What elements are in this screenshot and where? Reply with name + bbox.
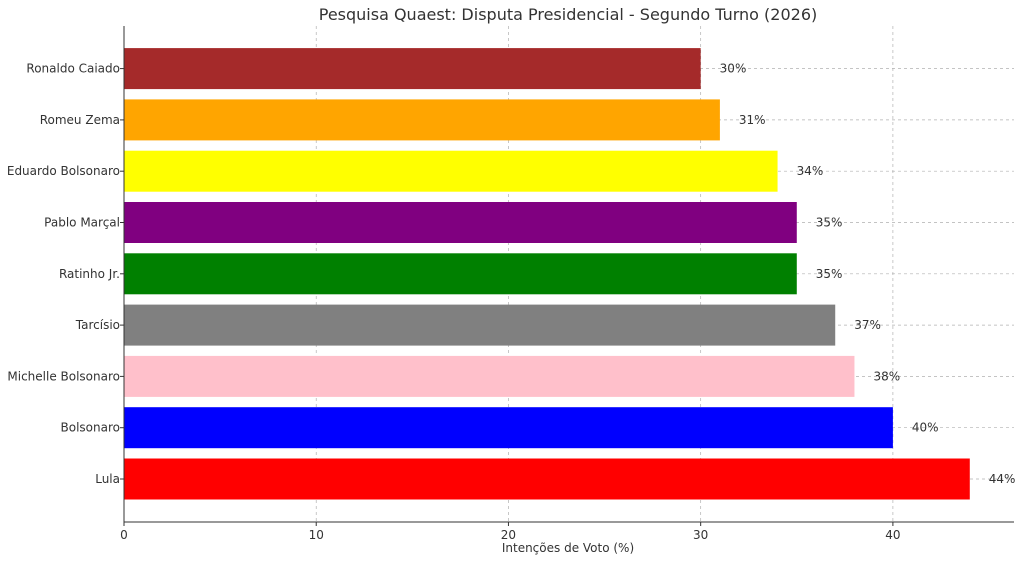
- chart-title: Pesquisa Quaest: Disputa Presidencial - …: [319, 5, 818, 24]
- data-label: 31%: [739, 113, 766, 127]
- data-label: 40%: [912, 421, 939, 435]
- bar: [124, 99, 720, 141]
- y-tick-label: Tarcísio: [75, 318, 120, 332]
- bar: [124, 304, 836, 346]
- data-label: 30%: [720, 62, 747, 76]
- bar: [124, 202, 797, 243]
- axes: Lula Bolsonaro Michelle Bolsonaro Tarcísio R…: [7, 26, 1014, 542]
- bar: [124, 48, 701, 90]
- data-label: 35%: [816, 267, 843, 281]
- y-tick-label: Michelle Bolsonaro: [7, 369, 120, 383]
- bar: [124, 355, 855, 397]
- y-tick-label: Pablo Marçal: [44, 216, 120, 230]
- data-label: 34%: [797, 164, 824, 178]
- y-tick-label: Eduardo Bolsonaro: [7, 164, 120, 178]
- bar: [124, 458, 970, 500]
- bar: [124, 407, 893, 449]
- x-tick-label: 20: [501, 528, 516, 542]
- x-tick-label: 40: [885, 528, 900, 542]
- y-tick-label: Bolsonaro: [61, 421, 120, 435]
- data-label: 37%: [854, 318, 881, 332]
- data-label: 38%: [873, 369, 900, 383]
- data-labels: 44% 40% 38% 37% 35% 35% 34% 31% 30%: [720, 62, 1016, 486]
- y-tick-label: Romeu Zema: [40, 113, 120, 127]
- data-label: 35%: [816, 216, 843, 230]
- x-tick-label: 0: [120, 528, 128, 542]
- x-tick-label: 10: [309, 528, 324, 542]
- y-tick-label: Ratinho Jr.: [59, 267, 120, 281]
- y-tick-label: Lula: [95, 472, 120, 486]
- y-tick-label: Ronaldo Caiado: [26, 62, 120, 76]
- data-label: 44%: [989, 472, 1016, 486]
- bar: [124, 253, 797, 295]
- bar: [124, 150, 778, 192]
- bars: [124, 48, 970, 500]
- x-axis-label: Intenções de Voto (%): [502, 541, 634, 555]
- x-tick-label: 30: [693, 528, 708, 542]
